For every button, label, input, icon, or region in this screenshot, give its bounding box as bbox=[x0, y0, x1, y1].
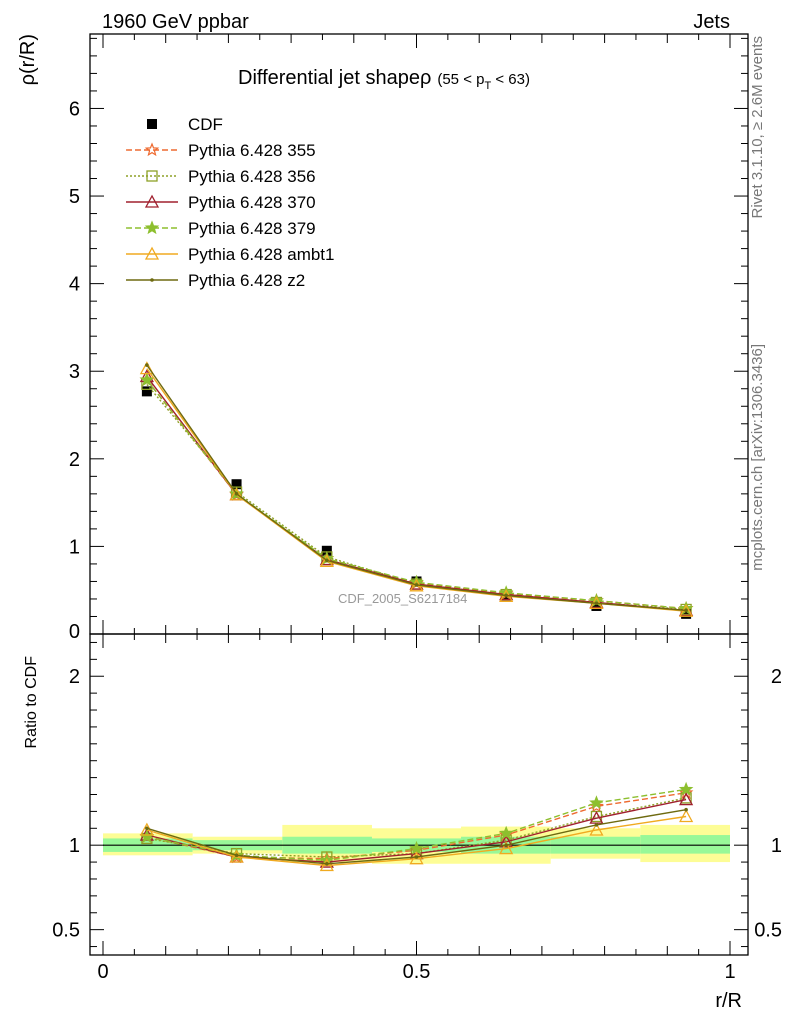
ratio-data-point bbox=[145, 826, 149, 831]
x-tick-label: 1 bbox=[724, 961, 735, 983]
data-point bbox=[594, 601, 599, 606]
main-plot-area: 0 1 2 3 4 5 6 bbox=[69, 33, 749, 643]
legend-entry: Pythia 6.428 z2 bbox=[126, 271, 305, 290]
ratio-data-point bbox=[414, 855, 419, 859]
analysis-watermark: CDF_2005_S6217184 bbox=[338, 591, 467, 606]
series-line bbox=[146, 364, 687, 612]
ratio-data-point bbox=[679, 809, 694, 823]
legend-entry: CDF bbox=[147, 115, 223, 134]
ratio-data-point bbox=[499, 841, 514, 855]
xlabel: r/R bbox=[715, 990, 742, 1012]
ratio-y-tick-label-right: 1 bbox=[771, 835, 782, 857]
y-tick-label: 1 bbox=[69, 536, 80, 558]
ratio-y-tick-label: 1 bbox=[69, 835, 80, 857]
data-point bbox=[325, 558, 329, 563]
legend-marker bbox=[146, 170, 158, 182]
ratio-data-point bbox=[409, 851, 424, 865]
ratio-data-point bbox=[234, 853, 239, 858]
legend-entry: Pythia 6.428 355 bbox=[126, 141, 316, 160]
data-point bbox=[591, 600, 602, 611]
band-stat bbox=[640, 835, 730, 854]
legend-entry: Pythia 6.428 370 bbox=[126, 193, 316, 212]
series-6 bbox=[145, 363, 688, 613]
rivet-label: Rivet 3.1.10, ≥ 2.6M events bbox=[749, 36, 766, 219]
ratio-data-point bbox=[589, 822, 604, 836]
data-point bbox=[321, 545, 332, 556]
legend-entry: Pythia 6.428 356 bbox=[126, 167, 316, 186]
legend-label: Pythia 6.428 355 bbox=[188, 141, 316, 160]
ratio-data-point bbox=[684, 807, 688, 812]
legend-label: Pythia 6.428 z2 bbox=[188, 271, 305, 290]
ratio-data-point bbox=[504, 843, 508, 847]
data-point bbox=[139, 372, 155, 387]
legend-marker bbox=[147, 119, 157, 129]
ratio-data-point bbox=[679, 792, 694, 806]
y-tick-label: 3 bbox=[69, 361, 80, 383]
main-ylabel: ρ(r/R) bbox=[17, 34, 39, 85]
data-point bbox=[414, 583, 419, 587]
ratio-y-tick-label: 2 bbox=[69, 666, 80, 688]
y-tick-label: 6 bbox=[69, 98, 80, 120]
ratio-ylabel: Ratio to CDF bbox=[23, 656, 40, 749]
x-tick-label: 0 bbox=[97, 961, 108, 983]
legend-marker bbox=[144, 246, 160, 260]
series-line bbox=[146, 379, 687, 610]
y-tick-label: 4 bbox=[69, 274, 80, 296]
legend-marker bbox=[150, 278, 154, 282]
ratio-series-5 bbox=[145, 807, 688, 866]
data-point bbox=[229, 487, 244, 501]
legend-marker bbox=[144, 142, 160, 157]
data-point bbox=[684, 608, 688, 613]
series-4 bbox=[139, 372, 694, 615]
data-point bbox=[139, 361, 154, 375]
ratio-data-point bbox=[319, 858, 334, 872]
legend: CDF Pythia 6.428 355 Pythia 6.428 356 Pythi… bbox=[126, 115, 334, 290]
legend-label: Pythia 6.428 370 bbox=[188, 193, 316, 212]
legend-entry: Pythia 6.428 379 bbox=[126, 219, 316, 238]
y-tick-label: 5 bbox=[69, 186, 80, 208]
ratio-data-point bbox=[229, 849, 244, 863]
ratio-y-tick-label: 0.5 bbox=[52, 920, 80, 942]
legend-label: Pythia 6.428 356 bbox=[188, 167, 316, 186]
data-point bbox=[141, 386, 152, 397]
ratio-y-tick-label-right: 2 bbox=[771, 666, 782, 688]
ratio-plot-area: 0 0.5 1 0.5 0.5 1 1 2 2 bbox=[52, 633, 782, 983]
ratio-data-point bbox=[498, 825, 514, 840]
ratio-data-point bbox=[678, 781, 694, 796]
x-tick-label: 0.5 bbox=[403, 961, 431, 983]
ratio-frame bbox=[89, 633, 749, 956]
chart-title: Differential jet shapeρ (55 < pT < 63) bbox=[238, 67, 530, 92]
data-point bbox=[504, 593, 508, 598]
data-point bbox=[145, 363, 149, 367]
legend-marker bbox=[144, 194, 160, 208]
ratio-data-point bbox=[409, 840, 424, 855]
series-line bbox=[146, 379, 687, 610]
legend-marker bbox=[144, 220, 160, 235]
legend-label: Pythia 6.428 ambt1 bbox=[188, 245, 334, 264]
legend-entry: Pythia 6.428 ambt1 bbox=[126, 245, 334, 264]
legend-label: Pythia 6.428 379 bbox=[188, 219, 316, 238]
ratio-data-point bbox=[678, 785, 694, 799]
header-right: Jets bbox=[693, 11, 730, 33]
ratio-y-tick-label-right: 0.5 bbox=[754, 920, 782, 942]
y-tick-label: 0 bbox=[69, 621, 80, 643]
y-tick-label: 2 bbox=[69, 449, 80, 471]
data-point bbox=[234, 492, 239, 496]
ratio-data-point bbox=[325, 861, 329, 866]
mcplots-label: mcplots.cern.ch [arXiv:1306.3436] bbox=[749, 344, 766, 571]
ratio-data-point bbox=[594, 823, 599, 827]
header-left: 1960 GeV ppbar bbox=[102, 11, 249, 33]
ratio-data-point bbox=[589, 795, 604, 810]
data-point bbox=[231, 479, 242, 490]
legend-label: CDF bbox=[188, 115, 223, 134]
